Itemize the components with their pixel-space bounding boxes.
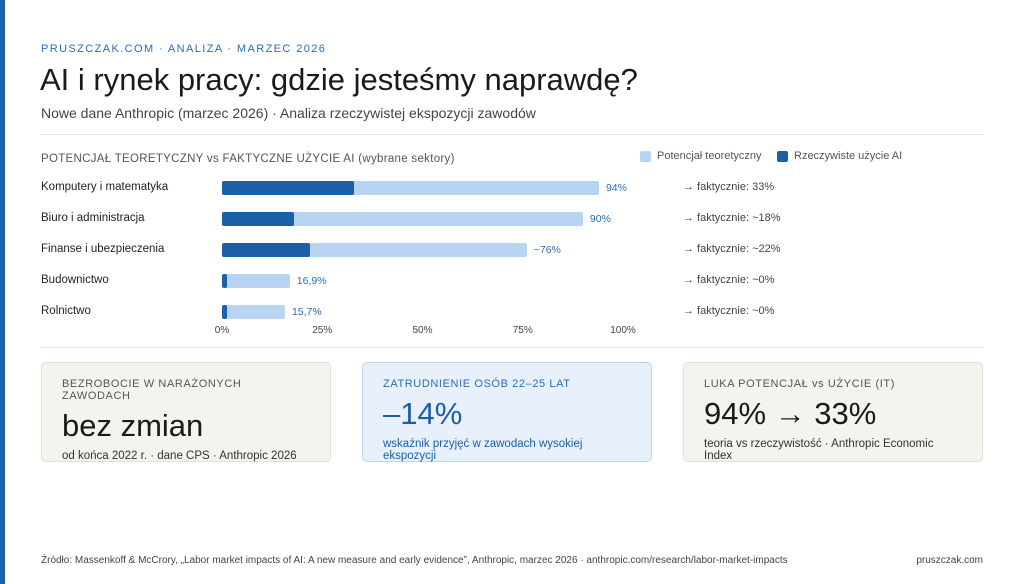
category-label: Budownictwo	[41, 274, 109, 286]
legend-label: Potencjał teoretyczny	[657, 150, 762, 162]
x-tick-label: 0%	[214, 325, 230, 336]
card-unemployment: BEZROBOCIE W NARAŻONYCH ZAWODACH bez zmi…	[41, 362, 331, 462]
chart-row: Finanse i ubezpieczenia ~76% → faktyczni…	[0, 240, 1024, 260]
category-label: Komputery i matematyka	[41, 181, 169, 193]
x-tick-label: 50%	[412, 325, 433, 336]
chart-title: POTENCJAŁ TEORETYCZNY vs FAKTYCZNE UŻYCI…	[41, 153, 455, 165]
card-value: bez zmian	[62, 408, 204, 443]
bar-actual	[222, 181, 355, 195]
legend-label: Rzeczywiste użycie AI	[794, 150, 903, 162]
category-label: Finanse i ubezpieczenia	[41, 243, 165, 255]
x-tick-label: 100%	[610, 325, 636, 336]
legend-actual: Rzeczywiste użycie AI	[777, 150, 902, 162]
bar-actual	[222, 305, 227, 319]
card-note: od końca 2022 r. · dane CPS · Anthropic …	[62, 450, 297, 462]
legend-swatch	[777, 150, 788, 162]
bar-potential	[222, 305, 285, 319]
bar-track	[222, 212, 623, 226]
potential-value-label: 90%	[589, 213, 611, 225]
card-employment: ZATRUDNIENIE OSÓB 22–25 LAT –14% wskaźni…	[362, 362, 652, 462]
chart-row: Budownictwo 16,9% → faktycznie: ~0%	[0, 271, 1024, 291]
bar-track	[222, 243, 623, 257]
page-title: AI i rynek pracy: gdzie jesteśmy naprawd…	[40, 62, 638, 97]
actual-value-label: → faktycznie: ~22%	[683, 243, 781, 255]
card-value: 94% → 33%	[704, 396, 877, 431]
accent-bar	[0, 0, 5, 584]
kicker: PRUSZCZAK.COM · ANALIZA · MARZEC 2026	[41, 43, 327, 55]
card-heading: ZATRUDNIENIE OSÓB 22–25 LAT	[383, 378, 571, 390]
bar-track	[222, 305, 623, 319]
bar-potential	[222, 212, 583, 226]
category-label: Biuro i administracja	[41, 212, 145, 224]
x-tick-label: 75%	[512, 325, 533, 336]
category-label: Rolnictwo	[41, 305, 91, 317]
bar-actual	[222, 274, 227, 288]
source-note: Źródło: Massenkoff & McCrory, „Labor mar…	[41, 555, 788, 566]
site-link[interactable]: pruszczak.com	[916, 555, 983, 566]
potential-value-label: 15,7%	[291, 306, 322, 318]
potential-value-label: ~76%	[533, 244, 561, 256]
card-value: –14%	[383, 396, 463, 431]
actual-value-label: → faktycznie: ~0%	[683, 274, 775, 286]
actual-value-label: → faktycznie: ~0%	[683, 305, 775, 317]
chart-row: Komputery i matematyka 94% → faktycznie:…	[0, 178, 1024, 198]
potential-value-label: 94%	[605, 182, 627, 194]
x-tick-label: 25%	[312, 325, 333, 336]
divider	[41, 134, 983, 135]
card-gap: LUKA POTENCJAŁ vs UŻYCIE (IT) 94% → 33% …	[683, 362, 983, 462]
bar-potential	[222, 274, 290, 288]
bar-track	[222, 274, 623, 288]
bar-actual	[222, 243, 311, 257]
potential-value-label: 16,9%	[296, 275, 327, 287]
actual-value-label: → faktycznie: 33%	[683, 181, 775, 193]
subtitle: Nowe dane Anthropic (marzec 2026) · Anal…	[41, 105, 536, 121]
actual-value-label: → faktycznie: ~18%	[683, 212, 781, 224]
legend-swatch	[640, 150, 651, 162]
bar-track	[222, 181, 623, 195]
legend-potential: Potencjał teoretyczny	[640, 150, 762, 162]
card-heading: BEZROBOCIE W NARAŻONYCH ZAWODACH	[62, 378, 242, 402]
card-note: teoria vs rzeczywistość · Anthropic Econ…	[704, 438, 934, 462]
bar-actual	[222, 212, 295, 226]
divider	[41, 347, 983, 348]
card-heading: LUKA POTENCJAŁ vs UŻYCIE (IT)	[704, 378, 895, 390]
chart-row: Biuro i administracja 90% → faktycznie: …	[0, 209, 1024, 229]
card-note: wskaźnik przyjęć w zawodach wysokiej eks…	[383, 438, 583, 462]
chart-row: Rolnictwo 15,7% → faktycznie: ~0%	[0, 302, 1024, 322]
